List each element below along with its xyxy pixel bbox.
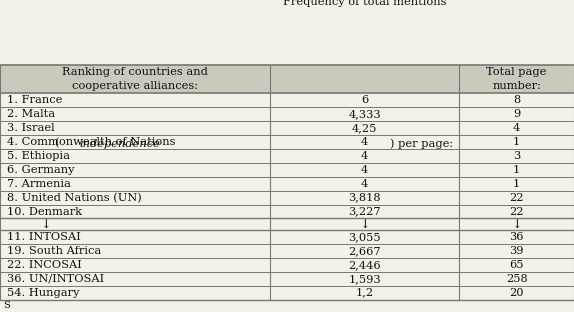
Bar <box>0 163 574 177</box>
Text: 4,25: 4,25 <box>352 123 377 133</box>
Text: 2,667: 2,667 <box>348 246 381 256</box>
Bar <box>0 121 574 135</box>
Text: 10. Denmark: 10. Denmark <box>7 207 82 217</box>
Text: independence: independence <box>80 139 161 149</box>
Text: 3,818: 3,818 <box>348 193 381 202</box>
Text: 6. Germany: 6. Germany <box>7 165 75 175</box>
Bar <box>0 286 574 300</box>
Text: 3. Israel: 3. Israel <box>7 123 55 133</box>
Bar <box>0 177 574 191</box>
Bar <box>0 107 574 121</box>
Text: 4. Commonwealth of Nations: 4. Commonwealth of Nations <box>7 137 176 147</box>
Text: 22: 22 <box>509 193 524 202</box>
Text: 4: 4 <box>361 151 368 161</box>
Text: 1: 1 <box>513 137 520 147</box>
Text: 1,593: 1,593 <box>348 274 381 284</box>
Bar <box>0 205 574 218</box>
Bar <box>0 191 574 205</box>
Text: 4: 4 <box>361 165 368 175</box>
Text: 22: 22 <box>509 207 524 217</box>
Text: 1: 1 <box>513 165 520 175</box>
Text: ↓: ↓ <box>41 218 51 231</box>
Text: 3: 3 <box>513 151 520 161</box>
Text: ) per page:: ) per page: <box>390 138 453 149</box>
Bar <box>0 218 574 230</box>
Text: (: ( <box>54 138 59 149</box>
Text: 3,227: 3,227 <box>348 207 381 217</box>
Text: ↓: ↓ <box>511 218 522 231</box>
Text: 8. United Nations (UN): 8. United Nations (UN) <box>7 193 142 203</box>
Text: 11. INTOSAI: 11. INTOSAI <box>7 232 80 242</box>
Text: 9: 9 <box>513 109 520 119</box>
Text: 4: 4 <box>361 179 368 189</box>
Bar <box>0 272 574 286</box>
Text: Frequency of total mentions: Frequency of total mentions <box>283 0 446 7</box>
Bar <box>0 93 574 107</box>
Bar <box>0 258 574 272</box>
Text: 5. Ethiopia: 5. Ethiopia <box>7 151 70 161</box>
Text: 4: 4 <box>361 137 368 147</box>
Text: 22. INCOSAI: 22. INCOSAI <box>7 260 82 270</box>
Text: 4,333: 4,333 <box>348 109 381 119</box>
Bar <box>0 244 574 258</box>
Text: 39: 39 <box>509 246 524 256</box>
Text: Total page
number:: Total page number: <box>486 67 547 91</box>
Bar <box>0 135 574 149</box>
Text: 2,446: 2,446 <box>348 260 381 270</box>
Text: Ranking of countries and
cooperative alliances:: Ranking of countries and cooperative all… <box>62 67 208 91</box>
Text: 1: 1 <box>513 179 520 189</box>
Text: 20: 20 <box>509 288 524 298</box>
Text: 36. UN/INTOSAI: 36. UN/INTOSAI <box>7 274 104 284</box>
Text: 36: 36 <box>509 232 524 242</box>
Text: 6: 6 <box>361 95 368 105</box>
Text: 19. South Africa: 19. South Africa <box>7 246 101 256</box>
Text: 1. France: 1. France <box>7 95 62 105</box>
Text: 4: 4 <box>513 123 520 133</box>
Text: 2. Malta: 2. Malta <box>7 109 55 119</box>
Text: 65: 65 <box>509 260 524 270</box>
Text: 8: 8 <box>513 95 520 105</box>
Bar <box>0 230 574 244</box>
Text: 258: 258 <box>506 274 528 284</box>
Text: 3,055: 3,055 <box>348 232 381 242</box>
Text: 7. Armenia: 7. Armenia <box>7 179 71 189</box>
Bar <box>0 65 574 93</box>
Text: ↓: ↓ <box>359 218 370 231</box>
Bar <box>0 149 574 163</box>
Text: 1,2: 1,2 <box>355 288 374 298</box>
Text: S: S <box>3 301 10 310</box>
Text: 54. Hungary: 54. Hungary <box>7 288 79 298</box>
